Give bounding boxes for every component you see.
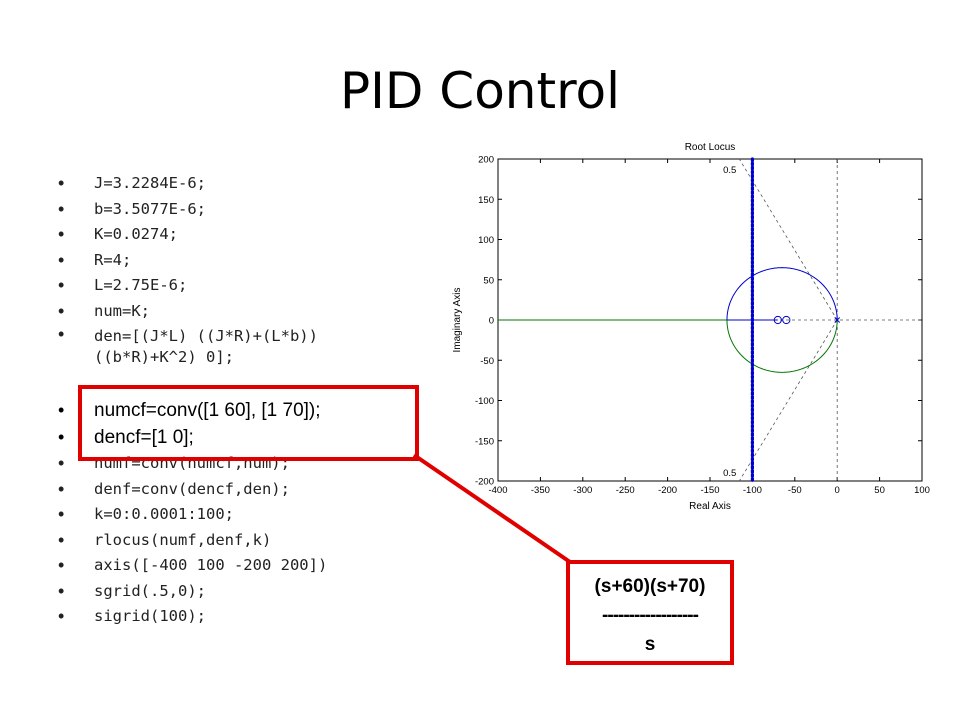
callout-divider: ------------------	[602, 605, 699, 626]
transfer-function-callout: (s+60)(s+70) ------------------ s	[566, 560, 734, 665]
x-tick-label: 100	[914, 485, 930, 496]
zero-marker	[782, 315, 791, 325]
x-tick-label: -350	[531, 485, 550, 496]
code-line: sgrid(.5,0);	[58, 579, 327, 605]
y-tick-label: -200	[475, 477, 494, 488]
code-line: L=2.75E-6;	[58, 273, 318, 299]
x-tick-label: -400	[488, 485, 507, 496]
x-tick-label: -250	[616, 485, 635, 496]
code-line: sigrid(100);	[58, 604, 327, 630]
y-tick-label: -50	[480, 356, 494, 367]
damping-label-upper: 0.5	[723, 165, 736, 176]
highlight-box	[78, 385, 419, 461]
damping-label-lower: 0.5	[723, 468, 736, 479]
y-tick-label: 200	[478, 155, 494, 166]
x-tick-label: -100	[743, 485, 762, 496]
root-locus-chart: -400 -350 -300 -250 -200 -150 -100 -50 0 50 100 200…	[452, 142, 930, 512]
x-tick-label: -50	[788, 485, 802, 496]
callout-denominator: s	[644, 634, 656, 655]
pole-marker-stroke	[834, 317, 841, 323]
code-line: denf=conv(dencf,den);	[58, 477, 327, 503]
callout-numerator: (s+60)(s+70)	[594, 576, 706, 597]
x-tick-label: -150	[700, 485, 719, 496]
y-tick-label: 50	[483, 275, 494, 286]
y-tick-label: 100	[478, 235, 494, 246]
code-line: axis([-400 100 -200 200])	[58, 553, 327, 579]
code-line: rlocus(numf,denf,k)	[58, 528, 327, 554]
code-line-den-part2: ((b*R)+K^2) 0];	[94, 348, 234, 366]
damping-line-upper	[738, 158, 838, 321]
x-tick-label: -300	[573, 485, 592, 496]
y-tick-label: -150	[475, 436, 494, 447]
chart-title: Root Locus	[685, 142, 736, 153]
code-line: b=3.5077E-6;	[58, 197, 318, 223]
x-axis-label: Real Axis	[689, 501, 731, 512]
code-line: K=0.0274;	[58, 222, 318, 248]
code-line: k=0:0.0001:100;	[58, 502, 327, 528]
code-list-model: J=3.2284E-6; b=3.5077E-6; K=0.0274; R=4;…	[58, 171, 318, 370]
code-line-numcf: numcf=conv([1 60], [1 70]);	[58, 397, 327, 424]
locus-branch-lower	[726, 319, 838, 373]
x-tick-label: -200	[658, 485, 677, 496]
y-tick-label: 150	[478, 195, 494, 206]
code-line-dencf: dencf=[1 0];	[58, 424, 327, 451]
code-line: J=3.2284E-6;	[58, 171, 318, 197]
y-axis-label: Imaginary Axis	[452, 287, 463, 352]
page-title: PID Control	[339, 62, 621, 120]
x-tick-label: 50	[874, 485, 885, 496]
code-line: R=4;	[58, 248, 318, 274]
code-line-den-part1: den=[(J*L) ((J*R)+(L*b))	[94, 327, 318, 345]
damping-line-lower	[738, 319, 838, 482]
code-line: num=K;	[58, 299, 318, 325]
code-line-den: den=[(J*L) ((J*R)+(L*b)) ((b*R)+K^2) 0];	[58, 324, 318, 370]
zero-marker	[773, 315, 782, 325]
y-tick-label: 0	[489, 316, 494, 327]
locus-branch-upper	[726, 267, 838, 321]
y-tick-label: -100	[475, 396, 494, 407]
x-tick-label: 0	[835, 485, 840, 496]
